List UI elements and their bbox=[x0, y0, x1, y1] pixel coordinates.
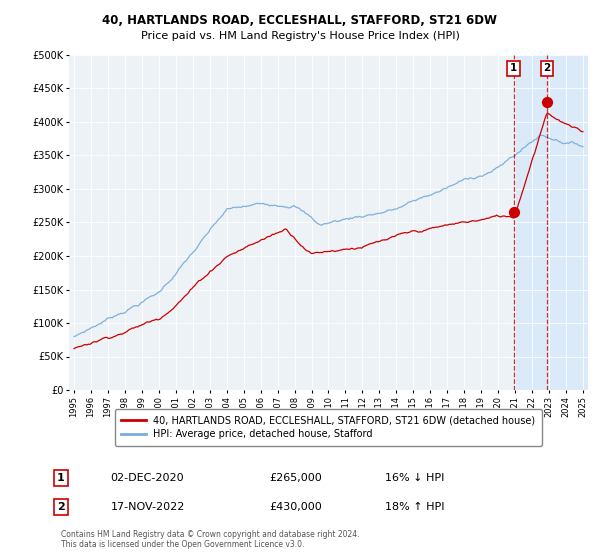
Text: 1: 1 bbox=[510, 63, 517, 73]
Text: Price paid vs. HM Land Registry's House Price Index (HPI): Price paid vs. HM Land Registry's House … bbox=[140, 31, 460, 41]
Text: 1: 1 bbox=[57, 473, 65, 483]
Text: 40, HARTLANDS ROAD, ECCLESHALL, STAFFORD, ST21 6DW: 40, HARTLANDS ROAD, ECCLESHALL, STAFFORD… bbox=[103, 14, 497, 27]
Text: 2: 2 bbox=[57, 502, 65, 512]
Point bbox=[509, 208, 518, 217]
Bar bbox=[514, 55, 592, 390]
Text: Contains HM Land Registry data © Crown copyright and database right 2024.
This d: Contains HM Land Registry data © Crown c… bbox=[61, 530, 359, 549]
Text: 18% ↑ HPI: 18% ↑ HPI bbox=[385, 502, 445, 512]
Text: £265,000: £265,000 bbox=[269, 473, 322, 483]
Text: £430,000: £430,000 bbox=[269, 502, 322, 512]
Point bbox=[542, 97, 552, 106]
Text: 16% ↓ HPI: 16% ↓ HPI bbox=[385, 473, 444, 483]
Text: 2: 2 bbox=[544, 63, 551, 73]
Text: 02-DEC-2020: 02-DEC-2020 bbox=[110, 473, 184, 483]
Text: 17-NOV-2022: 17-NOV-2022 bbox=[110, 502, 185, 512]
Legend: 40, HARTLANDS ROAD, ECCLESHALL, STAFFORD, ST21 6DW (detached house), HPI: Averag: 40, HARTLANDS ROAD, ECCLESHALL, STAFFORD… bbox=[115, 409, 542, 446]
